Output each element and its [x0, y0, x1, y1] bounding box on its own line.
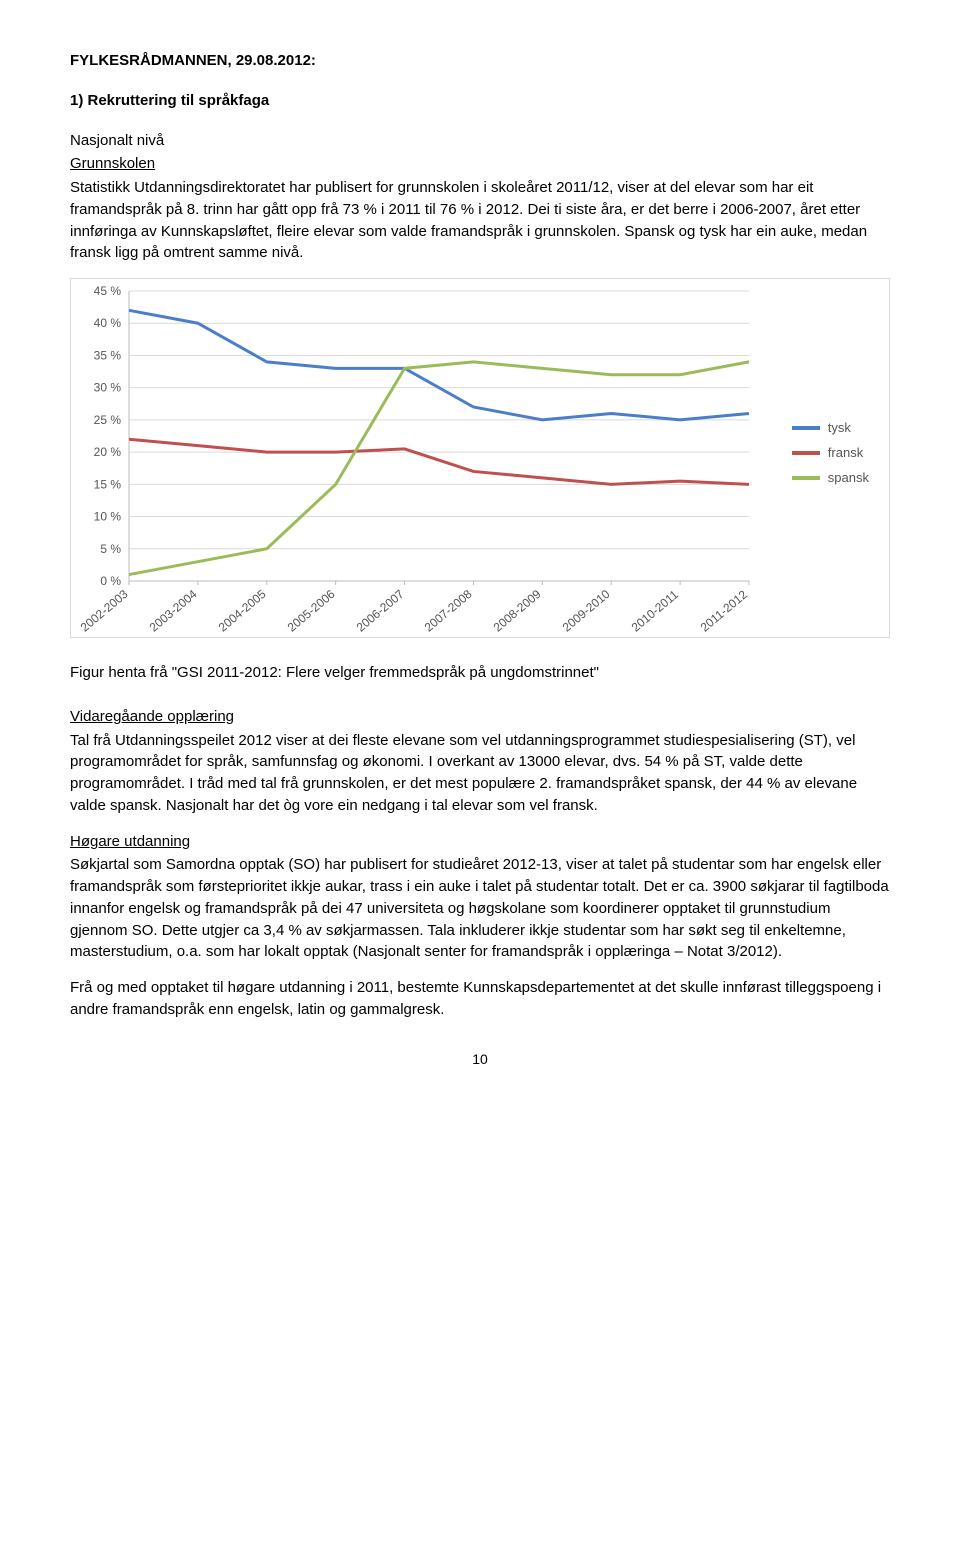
svg-text:5 %: 5 % — [100, 542, 121, 556]
para-3: Søkjartal som Samordna opptak (SO) har p… — [70, 854, 890, 963]
language-chart: 0 %5 %10 %15 %20 %25 %30 %35 %40 %45 % 2… — [70, 278, 890, 638]
svg-text:25 %: 25 % — [94, 413, 122, 427]
level-national: Nasjonalt nivå — [70, 130, 890, 152]
chart-legend: tysk fransk spansk — [792, 419, 869, 494]
chart-svg: 0 %5 %10 %15 %20 %25 %30 %35 %40 %45 % — [129, 291, 749, 581]
heading-1: 1) Rekruttering til språkfaga — [70, 90, 890, 112]
para-4: Frå og med opptaket til høgare utdanning… — [70, 977, 890, 1021]
legend-item-spansk: spansk — [792, 469, 869, 488]
doc-header: FYLKESRÅDMANNEN, 29.08.2012: — [70, 50, 890, 72]
svg-text:20 %: 20 % — [94, 445, 122, 459]
svg-text:15 %: 15 % — [94, 477, 122, 491]
svg-text:45 %: 45 % — [94, 284, 122, 298]
legend-item-tysk: tysk — [792, 419, 869, 438]
svg-text:35 %: 35 % — [94, 348, 122, 362]
svg-text:0 %: 0 % — [100, 574, 121, 588]
para-2: Tal frå Utdanningsspeilet 2012 viser at … — [70, 730, 890, 817]
svg-text:10 %: 10 % — [94, 510, 122, 524]
sub-vgo: Vidaregåande opplæring — [70, 706, 890, 728]
page-number: 10 — [70, 1049, 890, 1069]
sub-hog: Høgare utdanning — [70, 831, 890, 853]
svg-text:30 %: 30 % — [94, 381, 122, 395]
svg-text:40 %: 40 % — [94, 316, 122, 330]
sub-grunnskolen: Grunnskolen — [70, 153, 890, 175]
legend-item-fransk: fransk — [792, 444, 869, 463]
para-1: Statistikk Utdanningsdirektoratet har pu… — [70, 177, 890, 264]
chart-caption: Figur henta frå "GSI 2011-2012: Flere ve… — [70, 662, 890, 684]
